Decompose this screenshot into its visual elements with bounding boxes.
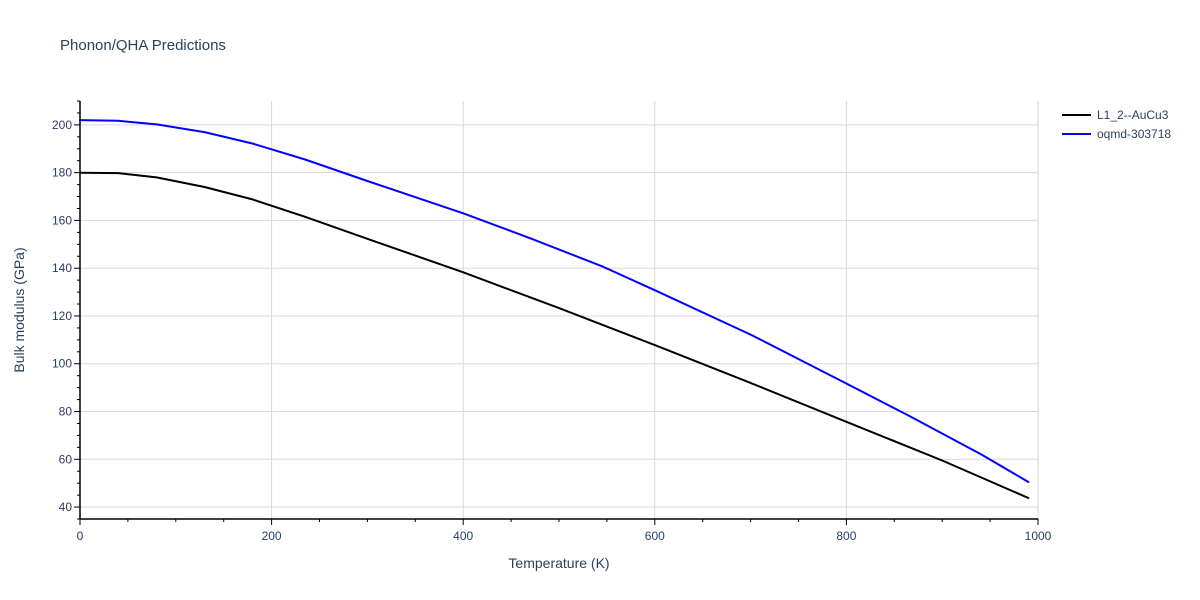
y-tick-label: 80 bbox=[59, 405, 73, 419]
y-tick-label: 120 bbox=[52, 309, 72, 323]
y-tick-label: 200 bbox=[52, 118, 72, 132]
y-tick-label: 100 bbox=[52, 357, 72, 371]
x-tick-label: 600 bbox=[645, 529, 665, 543]
y-tick-label: 40 bbox=[59, 500, 73, 514]
legend: L1_2--AuCu3 oqmd-303718 bbox=[1062, 108, 1171, 141]
y-tick-label: 160 bbox=[52, 213, 72, 227]
legend-label: L1_2--AuCu3 bbox=[1097, 108, 1169, 122]
y-axis-title: Bulk modulus (GPa) bbox=[11, 247, 27, 372]
x-tick-label: 0 bbox=[77, 529, 84, 543]
series-lines bbox=[79, 119, 1030, 499]
y-tick-label: 180 bbox=[52, 166, 72, 180]
series-line-2 bbox=[79, 119, 1030, 483]
x-tick-label: 1000 bbox=[1025, 529, 1052, 543]
y-tick-label: 60 bbox=[59, 452, 73, 466]
x-axis-title: Temperature (K) bbox=[508, 555, 609, 571]
x-tick-label: 200 bbox=[262, 529, 282, 543]
x-axis-ticks: 0 200 400 600 800 1000 bbox=[77, 519, 1052, 543]
chart-title: Phonon/QHA Predictions bbox=[60, 37, 226, 54]
x-tick-label: 400 bbox=[453, 529, 473, 543]
x-tick-label: 800 bbox=[836, 529, 856, 543]
y-tick-label: 140 bbox=[52, 261, 72, 275]
series-line-1 bbox=[79, 171, 1030, 499]
legend-label: oqmd-303718 bbox=[1097, 127, 1171, 141]
y-axis-ticks: 40 60 80 100 120 140 160 180 200 bbox=[52, 100, 80, 520]
grid-lines bbox=[80, 101, 1039, 519]
